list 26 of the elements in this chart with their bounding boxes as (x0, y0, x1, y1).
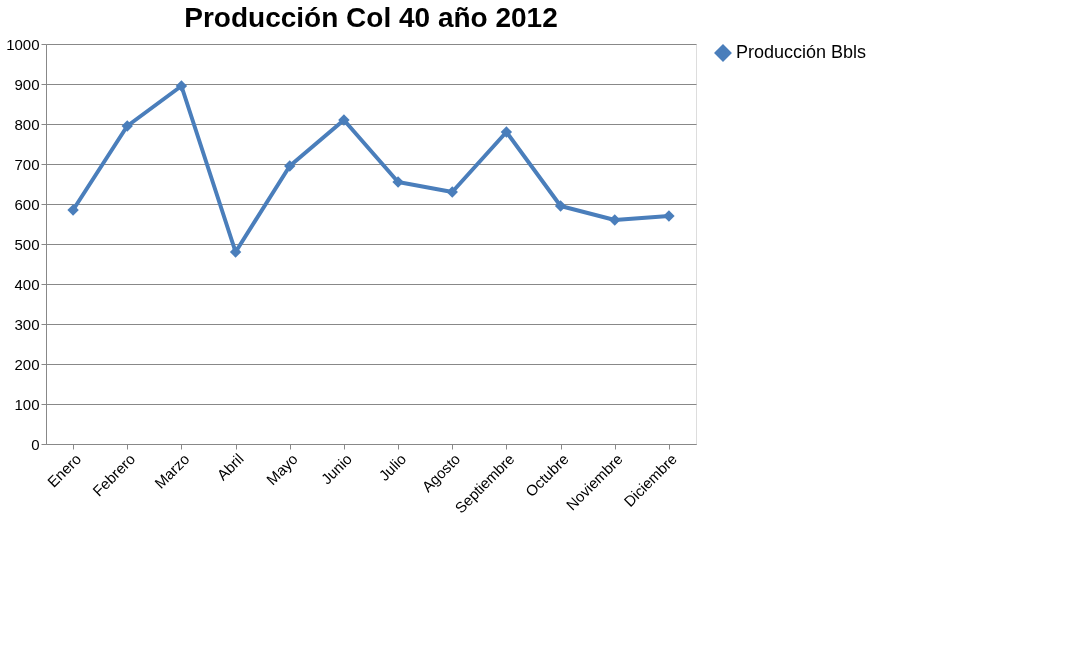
point (121, 120, 133, 132)
point (609, 214, 621, 226)
x-tick-label: Julio (375, 450, 410, 484)
chart-title: Producción Col 40 año 2012 (184, 2, 558, 33)
point (446, 186, 458, 198)
point (392, 176, 404, 188)
y-tick-label: 300 (14, 315, 40, 333)
point (338, 114, 350, 126)
point (284, 160, 296, 172)
y-tick-label: 200 (14, 355, 40, 373)
point (663, 210, 675, 222)
y-tick-label: 100 (14, 395, 40, 413)
y-tick-label: 500 (14, 235, 40, 253)
point (554, 200, 567, 212)
point (67, 204, 79, 216)
y-tick-label: 700 (14, 155, 40, 173)
y-tick-label: 0 (31, 435, 40, 453)
point (500, 126, 513, 138)
y-tick-label: 600 (14, 195, 40, 213)
y-tick-label: 900 (14, 75, 40, 93)
point (229, 246, 242, 258)
y-tick-label: 800 (14, 115, 40, 133)
legend-label: Producción Bbls (736, 42, 867, 62)
y-tick-label: 1000 (6, 35, 40, 53)
point (175, 80, 188, 92)
y-tick-label: 400 (14, 275, 40, 293)
